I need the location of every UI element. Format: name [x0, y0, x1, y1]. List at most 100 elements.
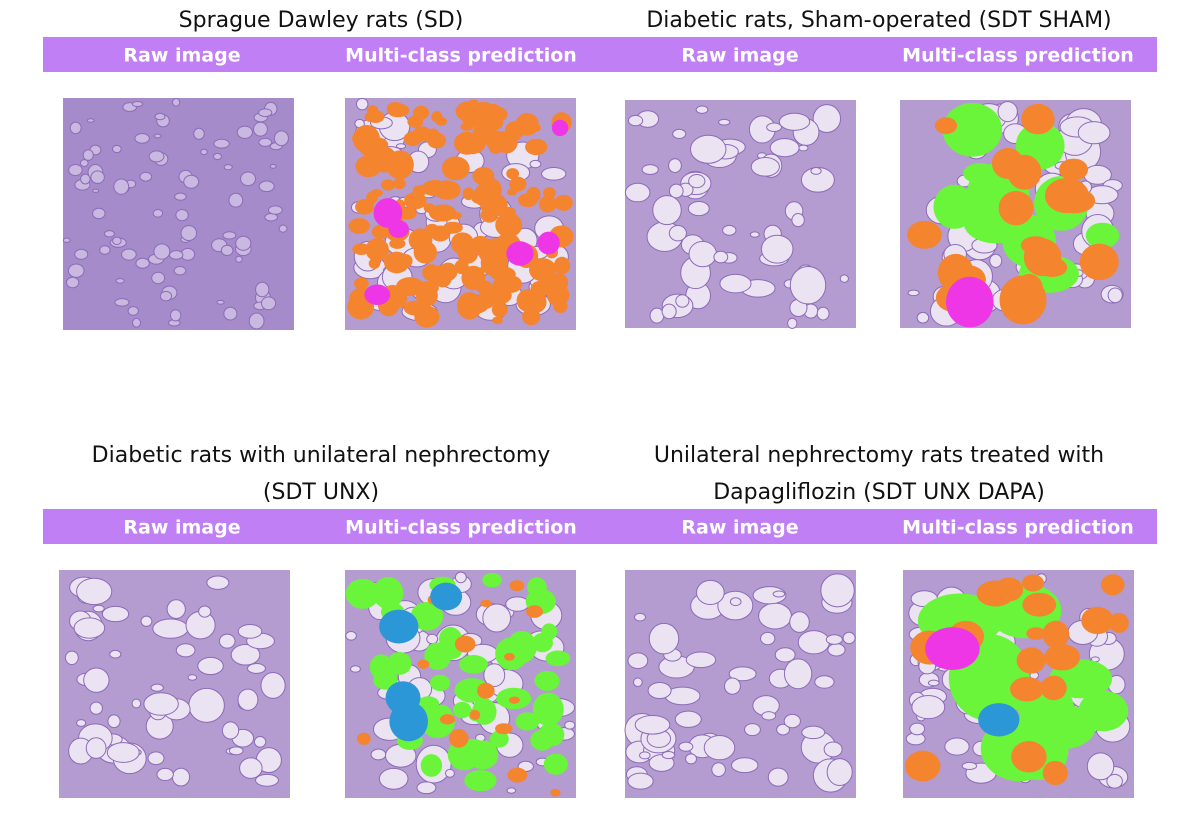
lumen	[685, 753, 698, 765]
class-region	[482, 572, 502, 588]
lumen	[258, 180, 275, 193]
lumen	[395, 143, 407, 150]
class-region	[348, 218, 370, 234]
lumen	[65, 276, 80, 289]
lumen	[814, 675, 835, 689]
lumen	[253, 736, 267, 748]
class-region	[443, 221, 463, 234]
panel-title: Diabetic rats with unilateral nephrectom…	[92, 443, 551, 468]
lumen	[355, 97, 369, 111]
class-region	[441, 156, 470, 181]
lumen	[255, 773, 279, 787]
lumen	[168, 250, 184, 260]
lumen	[723, 677, 741, 695]
lumen	[235, 255, 243, 263]
lumen	[661, 303, 677, 320]
lumen	[240, 171, 257, 187]
lumen	[148, 150, 165, 163]
class-region	[1026, 704, 1096, 750]
class-region	[506, 241, 534, 266]
class-region	[933, 184, 976, 229]
raw-image	[62, 97, 294, 330]
lumen	[766, 122, 783, 133]
class-region	[428, 204, 457, 222]
lumen	[151, 271, 166, 285]
lumen	[134, 133, 150, 144]
lumen	[127, 306, 139, 316]
lumen	[131, 100, 144, 108]
lumen	[92, 188, 100, 193]
class-region	[1044, 644, 1081, 671]
class-region	[469, 709, 481, 720]
class-region	[1085, 222, 1120, 249]
class-region	[942, 102, 1003, 157]
class-region	[489, 730, 509, 748]
prediction-image	[345, 570, 576, 798]
lumen	[722, 224, 737, 236]
lumen	[798, 144, 809, 152]
column-header: Raw image	[681, 45, 798, 67]
class-region	[904, 750, 941, 782]
class-region	[462, 272, 480, 287]
class-region	[945, 276, 994, 328]
header-band	[43, 37, 600, 72]
lumen	[776, 723, 790, 736]
class-region	[404, 192, 427, 210]
lumen	[769, 138, 800, 158]
class-region	[470, 103, 491, 118]
lumen	[506, 787, 517, 794]
class-region	[999, 275, 1047, 325]
lumen	[944, 737, 970, 756]
class-region	[369, 654, 393, 680]
lumen	[218, 633, 236, 649]
lumen	[213, 138, 230, 149]
lumen	[169, 309, 182, 322]
class-region	[431, 111, 443, 123]
lumen	[258, 108, 273, 118]
lumen	[80, 173, 91, 185]
lumen	[801, 725, 826, 740]
lumen	[730, 757, 759, 774]
lumen	[171, 767, 191, 787]
lumen	[90, 170, 105, 184]
lumen	[183, 174, 200, 189]
class-region	[543, 753, 568, 775]
lumen	[101, 605, 130, 623]
class-region	[1079, 243, 1119, 281]
lumen	[228, 192, 244, 208]
class-region	[386, 150, 414, 180]
class-region	[526, 186, 541, 203]
lumen	[816, 306, 830, 321]
lumen	[143, 692, 179, 716]
lumen	[187, 674, 198, 681]
class-region	[495, 212, 523, 238]
lumen	[827, 643, 846, 657]
lumen	[139, 171, 153, 182]
class-region	[485, 285, 512, 305]
lumen	[121, 248, 137, 261]
lumen	[695, 579, 725, 605]
lumen	[248, 312, 265, 330]
lumen	[634, 714, 671, 735]
class-region	[976, 580, 1015, 607]
lumen	[668, 158, 682, 173]
lumen	[648, 622, 680, 655]
lumen	[760, 631, 776, 646]
lumen	[907, 289, 920, 297]
class-region	[380, 179, 396, 191]
lumen	[961, 761, 978, 771]
lumen	[783, 658, 813, 690]
class-region	[507, 767, 528, 783]
class-region	[384, 251, 410, 274]
panel: Diabetic rats with unilateral nephrectom…	[43, 443, 600, 798]
lumen	[107, 714, 121, 729]
class-region	[352, 243, 371, 255]
lumen	[627, 114, 644, 127]
lumen	[268, 205, 283, 215]
class-region	[537, 231, 560, 255]
class-region	[506, 188, 517, 196]
lumen	[175, 643, 196, 658]
lumen	[541, 167, 567, 181]
lumen	[652, 195, 682, 226]
